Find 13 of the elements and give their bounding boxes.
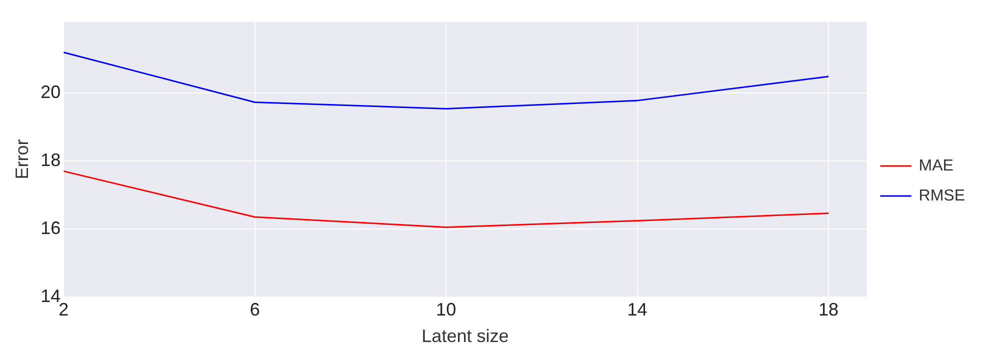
legend-label: MAE [918,157,954,174]
x-axis-title: Latent size [422,326,509,346]
legend-label: RMSE [918,187,966,204]
y-tick-label: 16 [40,218,61,238]
x-tick-label: 6 [250,300,260,320]
x-tick-label: 10 [436,300,456,320]
x-tick-label: 14 [627,300,648,320]
x-tick-label: 18 [818,300,839,320]
y-tick-label: 20 [40,82,61,102]
x-tick-label: 2 [58,300,69,320]
y-tick-label: 18 [40,150,61,170]
y-axis-title: Error [12,139,32,180]
y-tick-label: 14 [40,286,61,306]
